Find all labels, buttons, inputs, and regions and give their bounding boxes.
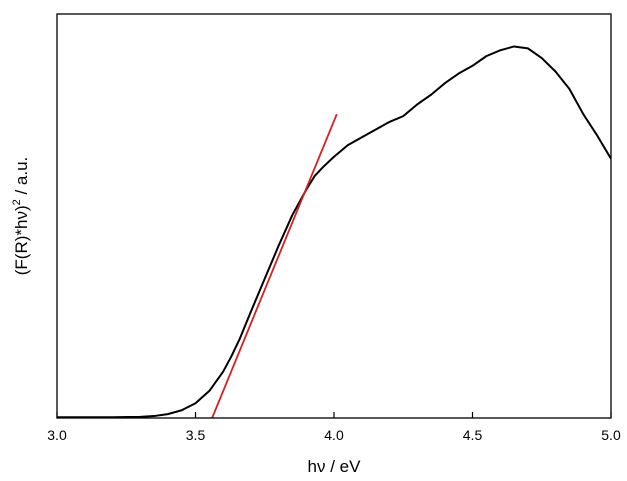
tangent-fit-line	[211, 113, 338, 418]
x-tick-label: 4.0	[324, 427, 344, 443]
x-tick-label: 4.5	[463, 427, 483, 443]
spectrum-line	[57, 45, 611, 418]
x-axis-label: hν / eV	[308, 457, 362, 476]
x-tick-label: 5.0	[601, 427, 621, 443]
y-axis-label-unit: / a.u.	[12, 157, 31, 200]
plot-frame	[56, 13, 612, 419]
x-tick-label: 3.5	[186, 427, 206, 443]
y-axis-label-superscript: 2	[11, 199, 23, 205]
y-axis-label-main: (F(R)*hν)	[12, 205, 31, 275]
x-tick-label: 3.0	[47, 427, 67, 443]
y-axis-label: (F(R)*hν)2 / a.u.	[11, 157, 31, 276]
